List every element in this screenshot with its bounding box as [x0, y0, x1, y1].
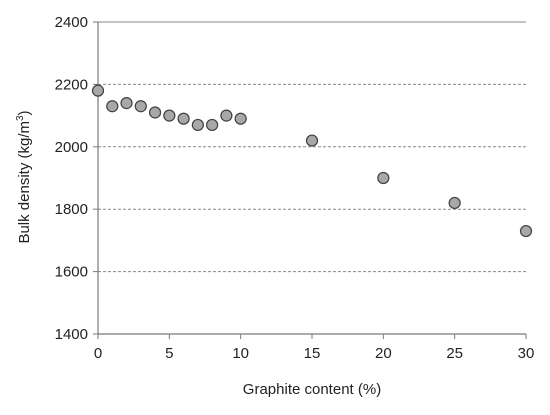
data-point-12	[377, 171, 390, 185]
tick-labels: 1400 1600 1800 2000 2200 2400 0 5 10 15 20 25 30	[55, 14, 535, 362]
y-tick-label-1600: 1600	[55, 264, 88, 281]
x-axis-title: Graphite content (%)	[243, 381, 381, 398]
data-point-1	[106, 100, 119, 113]
y-tick-label-2400: 2400	[55, 14, 88, 31]
y-tick-label-2000: 2000	[55, 139, 88, 156]
y-axis-title-text: Bulk density (kg/m	[16, 121, 33, 244]
data-point-7	[191, 118, 204, 132]
axes	[93, 21, 527, 339]
x-tick-label-5: 5	[165, 345, 173, 362]
data-point-9	[220, 109, 233, 122]
data-point-3	[134, 100, 147, 113]
data-point-10	[234, 112, 247, 125]
x-tick-label-15: 15	[304, 345, 321, 362]
y-axis-title: Bulk density (kg/m3)	[15, 110, 33, 243]
x-tick-label-10: 10	[232, 345, 249, 362]
data-point-4	[148, 106, 162, 119]
data-point-6	[177, 112, 190, 125]
data-points	[91, 84, 533, 238]
data-point-0	[91, 84, 105, 97]
data-point-8	[206, 118, 219, 132]
x-tick-label-20: 20	[375, 345, 392, 362]
grid-lines	[98, 21, 526, 273]
x-tick-label-30: 30	[518, 345, 535, 362]
x-tick-label-25: 25	[446, 345, 463, 362]
x-tick-label-0: 0	[94, 345, 102, 362]
data-point-2	[120, 97, 133, 110]
data-point-14	[519, 224, 533, 238]
y-axis-title-superscript: 3	[15, 115, 26, 121]
data-point-13	[448, 196, 461, 210]
y-axis-title-close: )	[16, 110, 33, 115]
y-tick-label-1400: 1400	[55, 326, 88, 343]
data-point-5	[163, 109, 176, 122]
data-point-11	[305, 134, 319, 147]
y-tick-label-1800: 1800	[55, 201, 88, 218]
y-tick-label-2200: 2200	[55, 76, 88, 93]
